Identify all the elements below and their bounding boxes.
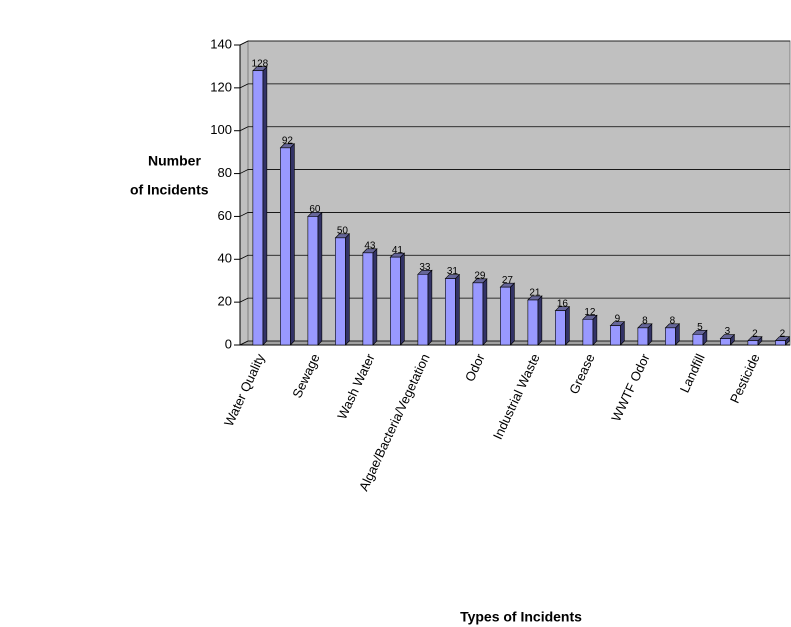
grid-line: [239, 254, 790, 260]
bar: [637, 327, 649, 346]
bar-side: [290, 143, 295, 346]
y-tick-label: 120: [210, 79, 232, 94]
value-label: 5: [697, 322, 703, 333]
bar-side: [262, 65, 268, 346]
grid-line: [239, 297, 790, 303]
side-wall: [239, 40, 249, 346]
bar: [390, 256, 401, 346]
grid-line: [239, 340, 790, 346]
x-tick-label: Grease: [566, 351, 598, 396]
grid-line: [239, 169, 790, 174]
value-label: 8: [670, 315, 676, 326]
bar-side: [372, 248, 378, 346]
bar: [362, 252, 374, 346]
bar-side: [482, 278, 488, 346]
bar: [280, 147, 291, 346]
bar: [527, 299, 539, 346]
value-label: 9: [615, 313, 621, 324]
bar: [665, 327, 676, 346]
x-tick-label: Pesticide: [727, 351, 763, 405]
bar: [335, 237, 346, 346]
y-axis-label: Number: [148, 153, 201, 169]
value-label: 3: [725, 326, 731, 337]
bar-side: [565, 305, 570, 346]
bar: [500, 286, 511, 346]
bar: [445, 278, 456, 346]
bar: [747, 340, 759, 346]
value-label: 21: [529, 288, 541, 299]
bar-side: [317, 211, 323, 346]
y-tick-label: 40: [218, 251, 232, 266]
value-label: 128: [252, 58, 269, 69]
back-wall: [247, 40, 791, 342]
bar-side: [510, 282, 515, 346]
bar: [610, 325, 621, 346]
value-label: 29: [474, 270, 486, 281]
y-tick-label: 0: [225, 336, 232, 351]
bar: [417, 273, 429, 346]
grid-line: [239, 212, 790, 217]
bar-side: [592, 314, 598, 346]
grid-line: [239, 83, 790, 89]
bar-side: [537, 295, 543, 346]
value-label: 8: [642, 315, 648, 326]
bar-side: [345, 233, 350, 346]
y-tick-label: 60: [218, 208, 232, 223]
value-label: 12: [584, 307, 596, 318]
bar-side: [455, 273, 460, 346]
x-tick-label: Water Quality: [221, 351, 268, 429]
value-label: 16: [557, 298, 569, 309]
bar: [252, 70, 264, 346]
x-tick-label: Sewage: [289, 351, 322, 400]
y-axis-label: of Incidents: [130, 182, 209, 198]
value-label: 43: [364, 240, 376, 251]
value-label: 33: [419, 262, 431, 273]
value-label: 41: [392, 245, 404, 256]
value-label: 2: [752, 328, 758, 339]
y-tick-label: 140: [210, 36, 232, 51]
value-label: 92: [282, 135, 294, 146]
bar-side: [400, 252, 405, 346]
value-label: 50: [337, 225, 349, 236]
value-label: 2: [780, 328, 786, 339]
y-tick-label: 80: [218, 165, 232, 180]
grid-line: [239, 40, 790, 46]
y-tick-label: 100: [210, 122, 232, 137]
bar: [692, 333, 704, 346]
bar: [472, 282, 484, 346]
x-tick-label: WWTF Odor: [608, 351, 653, 424]
bar-side: [427, 269, 433, 346]
bar: [582, 318, 594, 346]
value-label: 31: [447, 266, 459, 277]
bar: [720, 338, 731, 346]
bar: [307, 216, 319, 346]
bar: [555, 310, 566, 346]
bar: [775, 340, 786, 346]
value-label: 27: [502, 275, 514, 286]
x-tick-label: Industrial Waste: [490, 351, 543, 441]
y-tick-label: 20: [218, 294, 232, 309]
x-tick-label: Landfill: [677, 351, 708, 395]
grid-line: [239, 126, 790, 132]
x-tick-label: Wash Water: [334, 351, 378, 422]
x-axis-label: Types of Incidents: [460, 609, 582, 625]
value-label: 60: [309, 204, 321, 215]
floor: [239, 340, 791, 346]
x-tick-label: Odor: [462, 351, 488, 384]
